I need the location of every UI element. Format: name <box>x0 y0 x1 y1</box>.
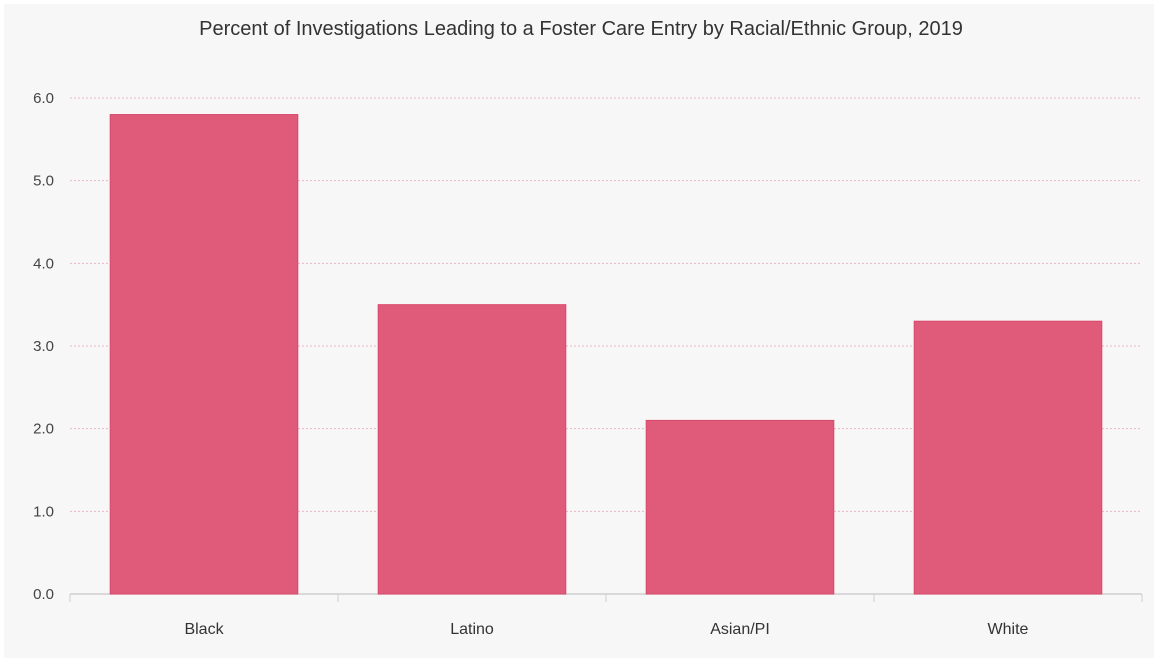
x-tick-label: Black <box>184 621 224 638</box>
chart-panel: Percent of Investigations Leading to a F… <box>4 4 1154 658</box>
chart-title: Percent of Investigations Leading to a F… <box>199 18 963 40</box>
x-tick-labels: Black Latino Asian/PI White <box>184 621 1028 638</box>
y-tick-labels: 0.0 1.0 2.0 3.0 4.0 5.0 6.0 <box>33 90 54 603</box>
bar-black <box>109 114 299 595</box>
bar-white <box>913 320 1103 595</box>
y-tick-label: 4.0 <box>33 255 54 272</box>
x-tick-label: White <box>988 621 1029 638</box>
bars <box>109 114 1103 595</box>
y-tick-label: 6.0 <box>33 90 54 107</box>
y-tick-label: 3.0 <box>33 338 54 355</box>
x-tick-label: Asian/PI <box>710 621 770 638</box>
x-axis <box>69 593 1143 602</box>
y-tick-label: 1.0 <box>33 503 54 520</box>
bar-chart: Percent of Investigations Leading to a F… <box>33 18 1143 638</box>
bar-asian-pi <box>645 419 835 595</box>
x-tick-label: Latino <box>450 621 494 638</box>
bar-latino <box>377 304 567 595</box>
y-tick-label: 5.0 <box>33 173 54 190</box>
y-tick-label: 2.0 <box>33 421 54 438</box>
y-tick-label: 0.0 <box>33 586 54 603</box>
